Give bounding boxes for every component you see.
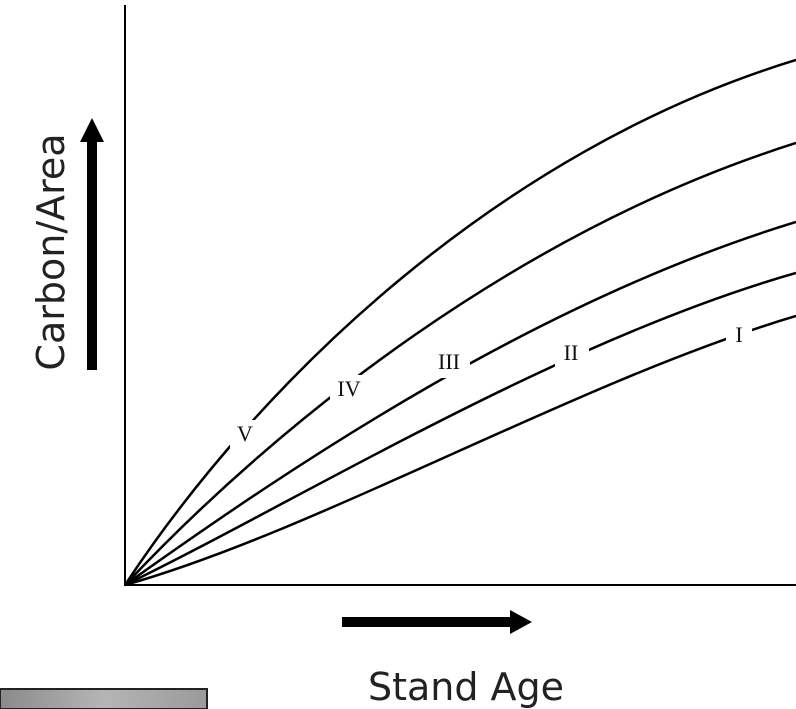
x-arrow [342, 617, 512, 627]
image-fragment [0, 689, 207, 709]
y-arrow-head [80, 118, 104, 142]
curve [125, 273, 796, 585]
diagram: V IV III II I Carbon/Area Stand Age [0, 0, 796, 709]
y-arrow [87, 140, 97, 370]
x-arrow-head [510, 610, 532, 634]
y-axis-label: Carbon/Area [29, 133, 73, 370]
curve-label: II [564, 340, 579, 365]
curve-label: IV [337, 376, 360, 401]
curve-label: V [237, 421, 253, 446]
curve-label: I [735, 322, 742, 347]
curve [125, 60, 796, 585]
curve-label: III [438, 349, 460, 374]
curve [125, 222, 796, 585]
x-axis-label: Stand Age [368, 665, 564, 709]
